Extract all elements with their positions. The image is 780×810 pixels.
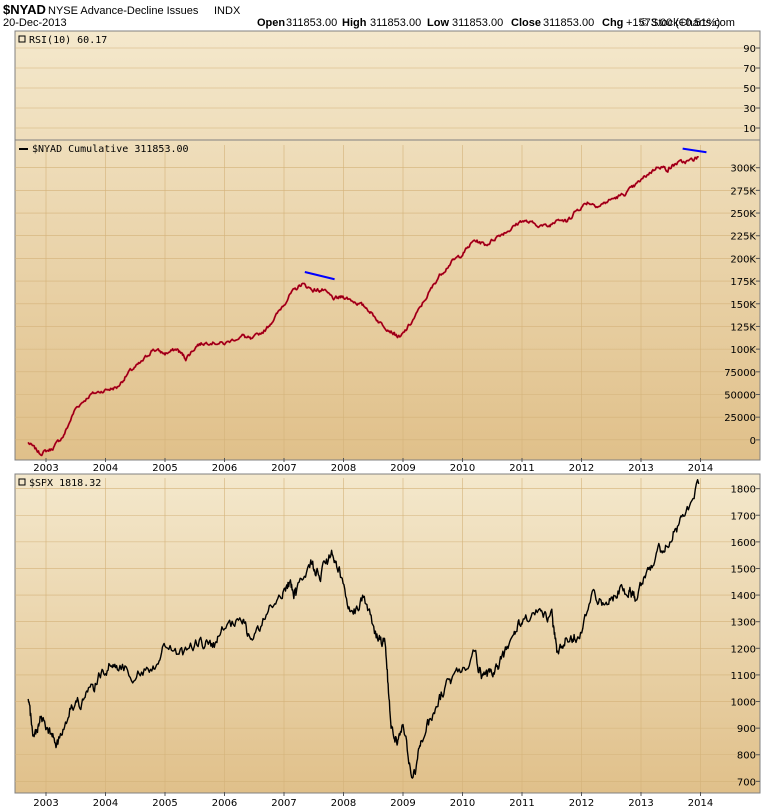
symbol-name: NYSE Advance-Decline Issues bbox=[48, 5, 199, 17]
spx-tick-label: 1600 bbox=[731, 538, 756, 549]
nyad-tick-label: 150K bbox=[730, 300, 756, 311]
rsi-tick-label: 50 bbox=[743, 84, 756, 95]
close-label: Close bbox=[511, 17, 541, 29]
spx-xtick-label: 2008 bbox=[331, 798, 356, 809]
spx-xtick-label: 2014 bbox=[688, 798, 713, 809]
nyad-xtick-label: 2005 bbox=[152, 463, 177, 474]
nyad-annotations bbox=[304, 147, 707, 281]
low-value: 311853.00 bbox=[452, 17, 503, 29]
nyad-tick-label: 300K bbox=[730, 164, 756, 175]
nyad-xtick-label: 2013 bbox=[628, 463, 653, 474]
spx-tick-label: 1000 bbox=[731, 698, 756, 709]
rsi-tick-label: 90 bbox=[743, 44, 756, 55]
high-value: 311853.00 bbox=[370, 17, 421, 29]
spx-tick-label: 1400 bbox=[731, 591, 756, 602]
spx-series-group bbox=[27, 479, 700, 779]
nyad-xtick-label: 2012 bbox=[569, 463, 594, 474]
spx-tick-label: 800 bbox=[737, 751, 756, 762]
spx-tick-label: 1700 bbox=[731, 511, 756, 522]
nyad-tick-label: 200K bbox=[730, 254, 756, 265]
nyad-series-outline bbox=[27, 156, 699, 456]
nyad-series-group bbox=[27, 156, 699, 457]
spx-tick-label: 1500 bbox=[731, 564, 756, 575]
spx-x-axis: 2003 2004 2005 2006 2007 2008 2009 2010 2011 2012… bbox=[33, 478, 713, 809]
chg-label: Chg bbox=[602, 17, 623, 29]
spx-series-line bbox=[27, 479, 700, 779]
upper-panel-background bbox=[14, 30, 761, 461]
nyad-tick-label: 275K bbox=[730, 186, 756, 197]
nyad-xtick-label: 2010 bbox=[450, 463, 475, 474]
nyad-xtick-label: 2007 bbox=[271, 463, 296, 474]
spx-legend-icon bbox=[18, 478, 26, 486]
spx-axis: 700 800 900 1000 1100 1200 1300 1400 1500 1600 170… bbox=[15, 485, 760, 788]
open-label: Open bbox=[257, 17, 285, 29]
nyad-tick-label: 225K bbox=[730, 232, 756, 243]
close-value: 311853.00 bbox=[543, 17, 594, 29]
high-label: High bbox=[342, 17, 367, 29]
spx-tick-label: 1300 bbox=[731, 618, 756, 629]
nyad-axis: 0 25000 50000 75000 100K 125K 150K 175K 200K 225K… bbox=[15, 164, 760, 447]
nyad-legend-label: $NYAD Cumulative 311853.00 bbox=[32, 144, 189, 155]
nyad-tick-label: 50000 bbox=[724, 390, 756, 401]
spx-xtick-label: 2009 bbox=[390, 798, 415, 809]
spx-xtick-label: 2010 bbox=[450, 798, 475, 809]
rsi-tick-label: 30 bbox=[743, 104, 756, 115]
spx-tick-label: 1200 bbox=[731, 644, 756, 655]
spx-xtick-label: 2011 bbox=[509, 798, 534, 809]
symbol-label: $NYAD bbox=[3, 2, 46, 17]
rsi-axis: 90 70 50 30 10 bbox=[15, 44, 760, 135]
nyad-tick-label: 0 bbox=[750, 436, 756, 447]
rsi-tick-label: 10 bbox=[743, 124, 756, 135]
spx-tick-label: 900 bbox=[737, 724, 756, 735]
spx-xtick-label: 2005 bbox=[152, 798, 177, 809]
divergence-line bbox=[304, 271, 335, 281]
nyad-tick-label: 175K bbox=[730, 277, 756, 288]
rsi-tick-label: 70 bbox=[743, 64, 756, 75]
nyad-tick-label: 75000 bbox=[724, 368, 756, 379]
open-value: 311853.00 bbox=[286, 17, 337, 29]
stockcharts-logo[interactable]: © StockCharts.com bbox=[640, 17, 735, 29]
chg-value: +1573.00 (+0.51%) bbox=[626, 17, 720, 29]
rsi-legend-label: RSI(10) 60.17 bbox=[29, 35, 107, 46]
spx-legend-label: $SPX 1818.32 bbox=[29, 478, 101, 489]
lower-panel-background bbox=[14, 473, 761, 794]
nyad-xtick-label: 2008 bbox=[331, 463, 356, 474]
nyad-tick-label: 250K bbox=[730, 209, 756, 220]
spx-tick-label: 700 bbox=[737, 777, 756, 788]
date-label: 20-Dec-2013 bbox=[3, 17, 67, 29]
nyad-tick-label: 125K bbox=[730, 322, 756, 333]
spx-xtick-label: 2006 bbox=[212, 798, 237, 809]
spx-xtick-label: 2003 bbox=[33, 798, 58, 809]
spx-xtick-label: 2013 bbox=[628, 798, 653, 809]
nyad-tick-label: 100K bbox=[730, 345, 756, 356]
nyad-xtick-label: 2009 bbox=[390, 463, 415, 474]
nyad-tick-label: 25000 bbox=[724, 413, 756, 424]
spx-xtick-label: 2007 bbox=[271, 798, 296, 809]
divergence-line bbox=[682, 147, 707, 154]
nyad-xtick-label: 2004 bbox=[93, 463, 118, 474]
spx-tick-label: 1800 bbox=[731, 485, 756, 496]
nyad-xtick-label: 2014 bbox=[688, 463, 713, 474]
exchange-label: INDX bbox=[214, 5, 241, 17]
spx-xtick-label: 2012 bbox=[569, 798, 594, 809]
spx-xtick-label: 2004 bbox=[93, 798, 118, 809]
low-label: Low bbox=[427, 17, 449, 29]
nyad-xtick-label: 2006 bbox=[212, 463, 237, 474]
spx-tick-label: 1100 bbox=[731, 671, 756, 682]
nyad-xtick-label: 2003 bbox=[33, 463, 58, 474]
rsi-legend-icon bbox=[18, 35, 26, 43]
nyad-x-axis: 2003 2004 2005 2006 2007 2008 2009 2010 2011 2012… bbox=[33, 145, 713, 474]
nyad-xtick-label: 2011 bbox=[509, 463, 534, 474]
